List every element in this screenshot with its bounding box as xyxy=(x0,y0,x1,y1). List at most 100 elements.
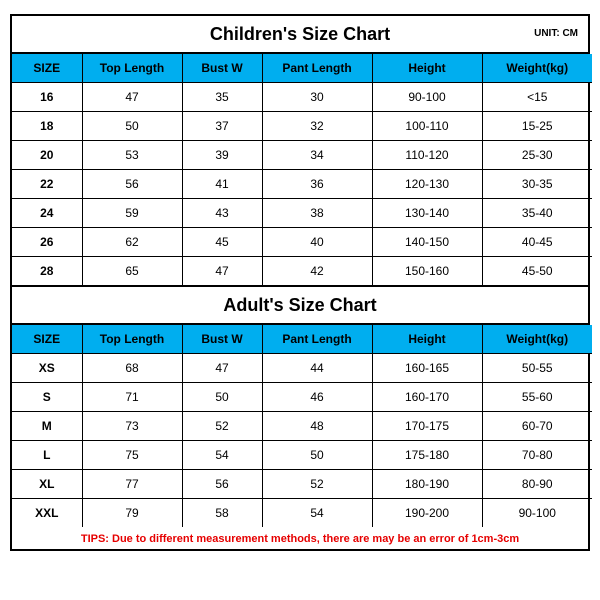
table-cell: 16 xyxy=(12,83,82,112)
table-cell: 25-30 xyxy=(482,141,592,170)
table-cell: 44 xyxy=(262,354,372,383)
table-cell: 22 xyxy=(12,170,82,199)
table-cell: 73 xyxy=(82,412,182,441)
table-cell: 35 xyxy=(182,83,262,112)
table-cell: 39 xyxy=(182,141,262,170)
table-cell: 47 xyxy=(82,83,182,112)
table-cell: 40 xyxy=(262,228,372,257)
table-cell: 68 xyxy=(82,354,182,383)
table-cell: 160-170 xyxy=(372,383,482,412)
table-cell: 48 xyxy=(262,412,372,441)
table-cell: XXL xyxy=(12,499,82,528)
table-row: S715046160-17055-60 xyxy=(12,383,592,412)
table-cell: 90-100 xyxy=(482,499,592,528)
table-row: XS684744160-16550-55 xyxy=(12,354,592,383)
table-cell: 190-200 xyxy=(372,499,482,528)
col-size: SIZE xyxy=(12,325,82,354)
table-row: 24594338130-14035-40 xyxy=(12,199,592,228)
table-cell: 30-35 xyxy=(482,170,592,199)
col-height: Height xyxy=(372,54,482,83)
children-header-row: SIZE Top Length Bust W Pant Length Heigh… xyxy=(12,54,592,83)
table-cell: 50 xyxy=(82,112,182,141)
table-cell: 50 xyxy=(182,383,262,412)
table-cell: 65 xyxy=(82,257,182,286)
table-cell: 58 xyxy=(182,499,262,528)
children-size-table: SIZE Top Length Bust W Pant Length Heigh… xyxy=(12,54,592,285)
table-cell: 75 xyxy=(82,441,182,470)
table-cell: 36 xyxy=(262,170,372,199)
table-cell: 120-130 xyxy=(372,170,482,199)
table-cell: 34 xyxy=(262,141,372,170)
table-cell: 32 xyxy=(262,112,372,141)
table-cell: 71 xyxy=(82,383,182,412)
table-row: 22564136120-13030-35 xyxy=(12,170,592,199)
table-row: XL775652180-19080-90 xyxy=(12,470,592,499)
table-cell: 70-80 xyxy=(482,441,592,470)
table-cell: 77 xyxy=(82,470,182,499)
table-cell: 150-160 xyxy=(372,257,482,286)
table-cell: 46 xyxy=(262,383,372,412)
table-cell: 170-175 xyxy=(372,412,482,441)
table-cell: 45 xyxy=(182,228,262,257)
table-cell: XS xyxy=(12,354,82,383)
table-cell: 140-150 xyxy=(372,228,482,257)
table-cell: 56 xyxy=(182,470,262,499)
chart-frame: Children's Size Chart UNIT: CM SIZE Top … xyxy=(10,14,590,551)
col-pant: Pant Length xyxy=(262,325,372,354)
table-cell: 18 xyxy=(12,112,82,141)
table-row: 18503732100-11015-25 xyxy=(12,112,592,141)
col-size: SIZE xyxy=(12,54,82,83)
table-row: XXL795854190-20090-100 xyxy=(12,499,592,528)
table-cell: 53 xyxy=(82,141,182,170)
table-row: 1647353090-100<15 xyxy=(12,83,592,112)
tips-note: TIPS: Due to different measurement metho… xyxy=(12,527,588,549)
table-cell: 90-100 xyxy=(372,83,482,112)
table-cell: 47 xyxy=(182,257,262,286)
table-row: M735248170-17560-70 xyxy=(12,412,592,441)
adult-title-bar: Adult's Size Chart xyxy=(12,287,588,325)
table-cell: 55-60 xyxy=(482,383,592,412)
table-cell: 43 xyxy=(182,199,262,228)
table-cell: XL xyxy=(12,470,82,499)
adult-header-row: SIZE Top Length Bust W Pant Length Heigh… xyxy=(12,325,592,354)
table-cell: 100-110 xyxy=(372,112,482,141)
unit-label: UNIT: CM xyxy=(534,16,578,52)
col-pant: Pant Length xyxy=(262,54,372,83)
table-cell: 50 xyxy=(262,441,372,470)
children-title: Children's Size Chart xyxy=(210,24,390,44)
col-bust: Bust W xyxy=(182,54,262,83)
table-cell: L xyxy=(12,441,82,470)
table-cell: 41 xyxy=(182,170,262,199)
table-cell: 80-90 xyxy=(482,470,592,499)
table-cell: 130-140 xyxy=(372,199,482,228)
table-cell: S xyxy=(12,383,82,412)
col-bust: Bust W xyxy=(182,325,262,354)
table-cell: 52 xyxy=(262,470,372,499)
table-row: 28654742150-16045-50 xyxy=(12,257,592,286)
table-cell: 40-45 xyxy=(482,228,592,257)
table-cell: 50-55 xyxy=(482,354,592,383)
table-cell: 15-25 xyxy=(482,112,592,141)
col-height: Height xyxy=(372,325,482,354)
table-cell: 42 xyxy=(262,257,372,286)
table-row: 20533934110-12025-30 xyxy=(12,141,592,170)
table-cell: 26 xyxy=(12,228,82,257)
table-cell: 28 xyxy=(12,257,82,286)
table-cell: 60-70 xyxy=(482,412,592,441)
table-cell: 24 xyxy=(12,199,82,228)
table-cell: 180-190 xyxy=(372,470,482,499)
children-title-bar: Children's Size Chart UNIT: CM xyxy=(12,16,588,54)
table-row: 26624540140-15040-45 xyxy=(12,228,592,257)
table-cell: 160-165 xyxy=(372,354,482,383)
table-cell: 37 xyxy=(182,112,262,141)
table-cell: 110-120 xyxy=(372,141,482,170)
table-cell: 38 xyxy=(262,199,372,228)
table-cell: 54 xyxy=(262,499,372,528)
table-cell: M xyxy=(12,412,82,441)
table-cell: 79 xyxy=(82,499,182,528)
adult-title: Adult's Size Chart xyxy=(223,295,376,315)
adult-size-table: SIZE Top Length Bust W Pant Length Heigh… xyxy=(12,325,592,527)
table-cell: 59 xyxy=(82,199,182,228)
table-cell: 20 xyxy=(12,141,82,170)
size-chart-container: Children's Size Chart UNIT: CM SIZE Top … xyxy=(0,0,600,600)
